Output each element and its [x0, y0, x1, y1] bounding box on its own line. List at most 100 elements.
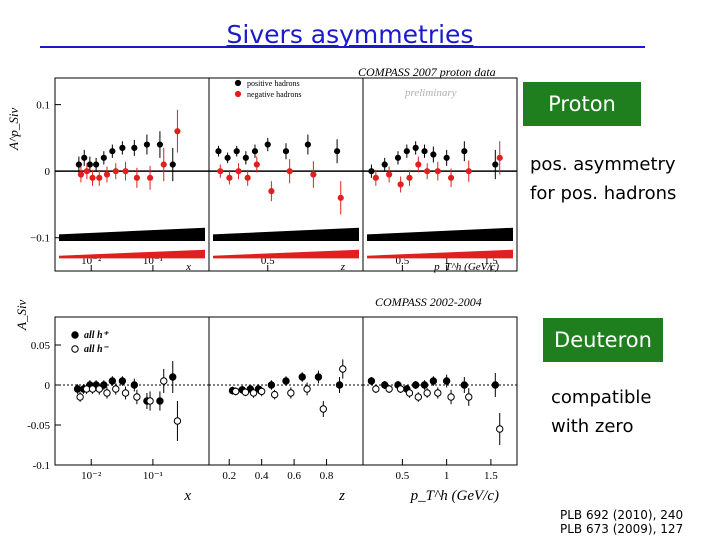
x-tick-label: 0.4 [255, 470, 269, 482]
systematic-band-positive [59, 227, 205, 242]
data-point [108, 377, 117, 385]
reference-1: PLB 692 (2010), 240 [560, 508, 684, 522]
slide-title: Sivers asymmetries [0, 20, 700, 49]
data-point [447, 174, 455, 181]
data-point [241, 388, 250, 396]
data-point [244, 174, 251, 181]
legend-label: all h⁻ [84, 344, 110, 355]
slide-title-text: Sivers asymmetries [226, 20, 474, 49]
data-point [156, 397, 164, 405]
x-axis-label: p_T^h (GeV/c) [410, 488, 499, 504]
x-tick-label: 0.6 [287, 470, 301, 482]
data-point [337, 194, 344, 201]
data-point [112, 168, 119, 175]
chart-annotation: preliminary [404, 87, 457, 99]
data-point [496, 154, 503, 161]
x-tick-label: 0.8 [320, 470, 334, 482]
data-point [434, 389, 442, 397]
legend-marker [234, 90, 242, 98]
data-point [257, 387, 266, 396]
chart-title: COMPASS 2002-2004 [375, 295, 482, 309]
y-tick-label: 0.1 [36, 100, 50, 112]
data-point [160, 161, 167, 168]
y-tick-label: 0 [45, 380, 51, 392]
data-point [133, 393, 141, 401]
data-point [394, 154, 402, 161]
data-point [131, 144, 138, 151]
data-point [122, 168, 129, 175]
legend-label: negative hadrons [247, 90, 301, 99]
data-point [465, 393, 473, 401]
data-point [267, 381, 276, 389]
data-point [233, 148, 240, 155]
data-point [447, 393, 455, 401]
data-point [146, 174, 154, 181]
data-point [442, 377, 451, 385]
data-point [335, 381, 344, 389]
y-axis-label: A^p_Siv [6, 107, 21, 151]
data-point [251, 148, 259, 155]
x-tick-label: 1 [444, 470, 450, 482]
data-point [287, 389, 295, 397]
proton-note-line-1: pos. asymmetry [530, 154, 676, 175]
y-tick-label: -0.1 [33, 460, 50, 472]
data-point [121, 389, 130, 397]
data-point [232, 387, 240, 396]
title-underline [40, 46, 645, 48]
data-point [95, 385, 103, 393]
data-point [286, 168, 293, 175]
proton-note: pos. asymmetry for pos. hadrons [530, 150, 676, 208]
data-point [103, 171, 111, 178]
data-point [156, 141, 164, 148]
data-point [73, 385, 82, 393]
data-point [303, 385, 311, 393]
data-point [75, 161, 82, 168]
data-point [103, 389, 111, 397]
x-axis-label: z [338, 488, 345, 504]
data-point [430, 151, 437, 158]
data-point [270, 390, 279, 399]
y-axis-label: A_Siv [14, 299, 29, 331]
data-point [235, 168, 242, 175]
legend-label: positive hadrons [247, 79, 300, 88]
y-tick-label: −0.1 [30, 233, 50, 245]
data-point [169, 373, 177, 381]
x-tick-label: 10⁻¹ [143, 470, 163, 482]
legend-label: all h⁺ [84, 330, 110, 341]
data-point [372, 174, 379, 181]
data-point [83, 168, 90, 175]
data-point [429, 377, 438, 385]
data-point [310, 171, 317, 178]
reference-2: PLB 673 (2009), 127 [560, 522, 684, 536]
data-point [396, 385, 405, 393]
data-point [334, 148, 341, 155]
systematic-band-negative [59, 249, 205, 259]
data-point [130, 381, 139, 389]
data-point [146, 397, 154, 405]
systematic-band-positive [367, 227, 513, 242]
data-point [174, 128, 181, 135]
data-point [224, 154, 231, 161]
data-point [268, 188, 275, 195]
data-point [169, 161, 176, 168]
data-point [112, 385, 120, 393]
data-point [77, 171, 85, 178]
data-point [118, 377, 127, 385]
data-point [339, 365, 347, 373]
data-point [319, 405, 328, 413]
x-axis-label: x [185, 261, 191, 273]
data-point [86, 161, 93, 168]
data-point [380, 381, 389, 389]
data-point [496, 425, 504, 433]
data-point [282, 377, 290, 385]
data-point [491, 381, 500, 389]
data-point [160, 377, 168, 385]
x-tick-label: 0.5 [396, 470, 410, 482]
plot-frame [54, 316, 518, 466]
data-point [423, 389, 431, 397]
data-point [434, 168, 441, 175]
y-tick-label: 0.05 [31, 340, 51, 352]
proton-label-text: Proton [548, 92, 616, 116]
data-point [411, 381, 420, 389]
